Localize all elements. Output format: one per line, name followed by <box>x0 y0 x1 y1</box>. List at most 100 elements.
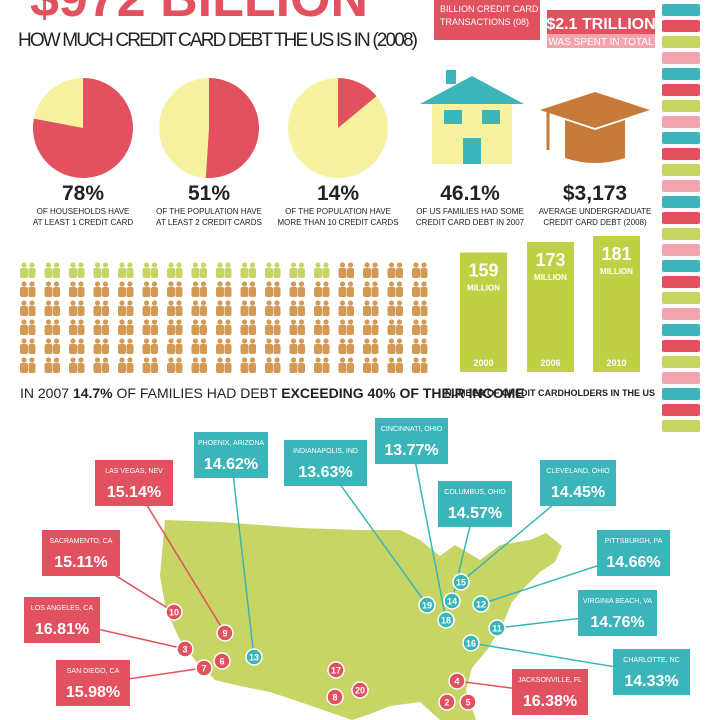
head <box>151 338 158 344</box>
head <box>53 319 60 325</box>
body <box>142 325 151 335</box>
body <box>265 325 273 335</box>
head <box>53 338 60 344</box>
head <box>29 281 35 287</box>
person-icon <box>69 319 85 335</box>
callout-line <box>324 463 428 606</box>
body <box>396 287 403 297</box>
city-name: CHARLOTTE, NC <box>623 657 679 664</box>
body <box>175 306 183 316</box>
marker-number: 6 <box>219 657 224 667</box>
body <box>347 363 354 373</box>
body <box>142 363 151 373</box>
icon-caption: OF US FAMILIES HAD SOME <box>416 207 524 216</box>
head <box>225 281 231 287</box>
head <box>217 281 223 287</box>
body <box>126 363 134 373</box>
head <box>388 262 395 268</box>
bar-unit: MILLION <box>467 284 500 293</box>
body <box>53 268 60 278</box>
person-icon <box>167 262 183 278</box>
body <box>249 287 256 297</box>
body <box>420 344 428 354</box>
marker-number: 9 <box>222 629 227 639</box>
head <box>347 319 354 325</box>
person-icon <box>44 262 60 278</box>
body <box>167 268 175 278</box>
marker-number: 15 <box>456 578 466 588</box>
head <box>45 319 52 325</box>
head <box>94 300 101 306</box>
body <box>20 344 28 354</box>
head <box>266 262 272 268</box>
map-marker <box>418 596 436 614</box>
head <box>21 262 27 268</box>
city-name: CLEVELAND, OHIO <box>546 468 610 475</box>
body <box>77 344 85 354</box>
body <box>20 325 28 335</box>
person-icon <box>167 319 183 335</box>
body <box>175 344 183 354</box>
person-icon <box>69 338 85 354</box>
body <box>118 287 126 297</box>
bar <box>527 242 574 372</box>
body <box>240 325 249 335</box>
bar-year: 2000 <box>473 358 493 368</box>
city-value: 15.14% <box>107 484 161 501</box>
city-name: INDIANAPOLIS, IND <box>293 448 358 455</box>
person-icon <box>412 357 428 373</box>
person-icon <box>412 281 428 297</box>
body <box>240 287 249 297</box>
body <box>240 306 249 316</box>
marker-number: 8 <box>332 693 337 703</box>
head <box>217 300 223 306</box>
body <box>69 287 77 297</box>
body <box>412 344 420 354</box>
person-icon <box>93 281 109 297</box>
body <box>118 325 126 335</box>
person-icon <box>118 338 134 354</box>
head <box>143 281 150 287</box>
card-deco <box>662 228 700 240</box>
body <box>216 287 224 297</box>
city-value: 13.63% <box>298 464 352 481</box>
house-icon <box>420 70 524 164</box>
city-name: VIRGINIA BEACH, VA <box>583 598 652 605</box>
card-deco <box>662 84 700 96</box>
body <box>289 363 298 373</box>
head <box>274 319 280 325</box>
body <box>102 325 109 335</box>
head <box>53 300 60 306</box>
spent-note: WAS SPENT IN TOTAL <box>548 37 653 48</box>
body <box>44 268 53 278</box>
bar-value: 181 <box>601 244 631 264</box>
person-icon <box>20 300 36 316</box>
person-icon <box>191 281 207 297</box>
city-name: SAN DIEGO, CA <box>67 668 120 675</box>
body <box>20 287 28 297</box>
head <box>323 319 329 325</box>
head <box>274 338 280 344</box>
head <box>413 338 419 344</box>
us-map <box>160 520 562 720</box>
head <box>421 300 427 306</box>
body <box>77 268 85 278</box>
body <box>363 306 371 316</box>
person-icon <box>20 357 36 373</box>
person-icon <box>118 300 134 316</box>
head <box>347 338 354 344</box>
person-icon <box>387 338 403 354</box>
families-text: IN 2007 14.7% OF FAMILIES HAD DEBT EXCEE… <box>20 385 525 401</box>
head <box>413 319 419 325</box>
head <box>127 262 133 268</box>
person-icon <box>118 357 134 373</box>
head <box>176 281 182 287</box>
head <box>323 300 329 306</box>
city-box <box>613 649 690 695</box>
head <box>127 281 133 287</box>
head <box>70 319 76 325</box>
head <box>315 319 321 325</box>
head <box>364 319 370 325</box>
body <box>298 268 305 278</box>
person-icon <box>265 357 281 373</box>
